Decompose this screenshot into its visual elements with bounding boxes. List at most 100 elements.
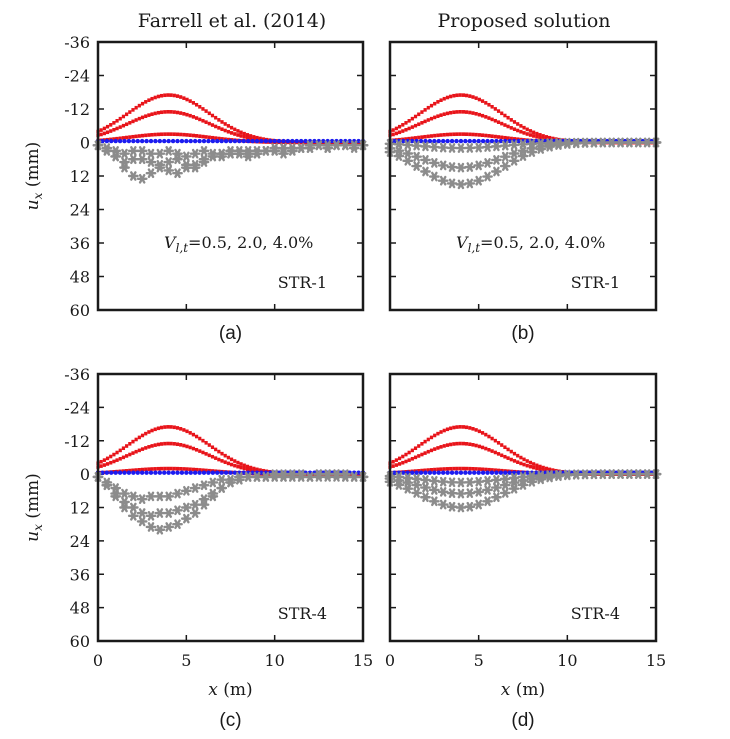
data-point-red <box>525 463 529 468</box>
data-point-gray <box>588 137 600 148</box>
data-point-red <box>121 446 126 451</box>
data-point-red <box>115 126 119 131</box>
data-point-blue <box>409 138 415 144</box>
data-point-red <box>436 431 440 436</box>
data-point-blue <box>219 470 224 475</box>
data-point-red <box>471 466 475 471</box>
data-point-red <box>401 129 405 133</box>
data-point-red <box>433 115 437 120</box>
data-point-blue <box>206 138 211 144</box>
data-point-blue <box>166 138 171 144</box>
data-point-red <box>544 468 549 473</box>
data-point-gray <box>553 471 564 482</box>
data-point-blue <box>162 470 167 475</box>
data-point-red <box>528 460 533 465</box>
data-point-red <box>223 460 227 464</box>
data-point-red <box>112 121 116 125</box>
data-point-gray <box>136 508 148 518</box>
data-point-red <box>423 119 427 124</box>
data-point-red <box>413 136 418 140</box>
data-point-red <box>433 467 437 472</box>
column-title-left: Farrell et al. (2014) <box>138 10 326 32</box>
data-point-red <box>503 123 507 127</box>
data-point-red <box>500 443 504 447</box>
data-point-gray <box>473 499 485 510</box>
data-point-blue <box>237 138 242 144</box>
data-point-red <box>551 468 555 472</box>
data-point-blue <box>175 138 180 144</box>
data-point-gray <box>508 155 520 166</box>
data-point-gray <box>189 508 201 518</box>
data-point-red <box>490 134 494 138</box>
data-point-red <box>429 134 434 138</box>
data-point-red <box>239 462 243 466</box>
data-point-gray <box>624 469 635 479</box>
data-point-red <box>535 466 539 471</box>
data-point-red <box>458 441 462 446</box>
data-point-gray <box>154 148 166 159</box>
data-point-red <box>480 445 485 450</box>
data-point-gray <box>242 148 254 159</box>
data-point-blue <box>223 470 229 475</box>
data-point-gray <box>304 140 316 151</box>
data-point-red <box>500 468 504 473</box>
data-point-red <box>207 135 211 140</box>
data-point-blue <box>197 138 202 144</box>
y-tick-label: 0 <box>80 465 90 484</box>
data-point-red <box>105 130 110 135</box>
data-point-red <box>140 433 145 438</box>
data-point-blue <box>126 470 132 475</box>
data-point-red <box>140 115 145 120</box>
data-point-red <box>125 122 129 127</box>
data-point-blue <box>135 470 140 475</box>
data-point-red <box>538 135 542 140</box>
data-point-red <box>137 103 141 108</box>
data-point-red <box>229 457 234 462</box>
data-point-red <box>522 457 526 462</box>
data-point-red <box>118 448 122 453</box>
data-point-red <box>471 95 475 99</box>
data-point-red <box>417 454 421 458</box>
y-tick-label: -36 <box>64 33 90 52</box>
data-point-red <box>217 136 221 141</box>
data-point-red <box>134 437 138 442</box>
data-point-gray <box>295 143 307 153</box>
data-point-gray <box>455 162 467 173</box>
data-point-gray <box>233 474 245 485</box>
data-point-red <box>210 445 215 450</box>
data-point-gray <box>606 137 618 148</box>
data-point-red <box>506 115 510 120</box>
data-point-red <box>172 110 176 114</box>
data-point-blue <box>503 470 508 475</box>
data-point-red <box>458 93 462 97</box>
data-point-red <box>484 467 488 472</box>
data-point-red <box>413 455 418 460</box>
data-point-red <box>455 93 459 98</box>
data-point-blue <box>472 470 477 475</box>
data-point-red <box>477 429 481 434</box>
data-point-red <box>407 458 411 462</box>
data-point-red <box>423 439 427 444</box>
data-point-red <box>420 452 424 457</box>
data-point-gray <box>455 502 467 513</box>
data-point-red <box>175 110 180 115</box>
data-point-red <box>461 441 466 446</box>
data-point-red <box>150 428 154 433</box>
data-point-red <box>147 445 151 449</box>
data-point-gray <box>207 491 219 502</box>
data-point-red <box>401 460 405 465</box>
data-point-red <box>194 102 199 107</box>
data-point-gray <box>163 508 175 518</box>
data-point-red <box>115 450 119 455</box>
data-point-red <box>125 112 129 117</box>
data-point-blue <box>109 138 114 144</box>
data-point-gray <box>127 502 139 513</box>
data-point-gray <box>331 472 342 482</box>
data-point-blue <box>215 470 220 475</box>
y-tick-label: 60 <box>70 632 90 651</box>
panel-a: -36 -24 -12 0 12 24 36 48 60 Vl,t=0.5, 2.0, 4.0% S… <box>23 33 369 344</box>
data-point-red <box>420 121 424 125</box>
data-point-red <box>245 464 250 469</box>
data-point-red <box>156 426 161 431</box>
data-point-blue <box>427 138 433 144</box>
